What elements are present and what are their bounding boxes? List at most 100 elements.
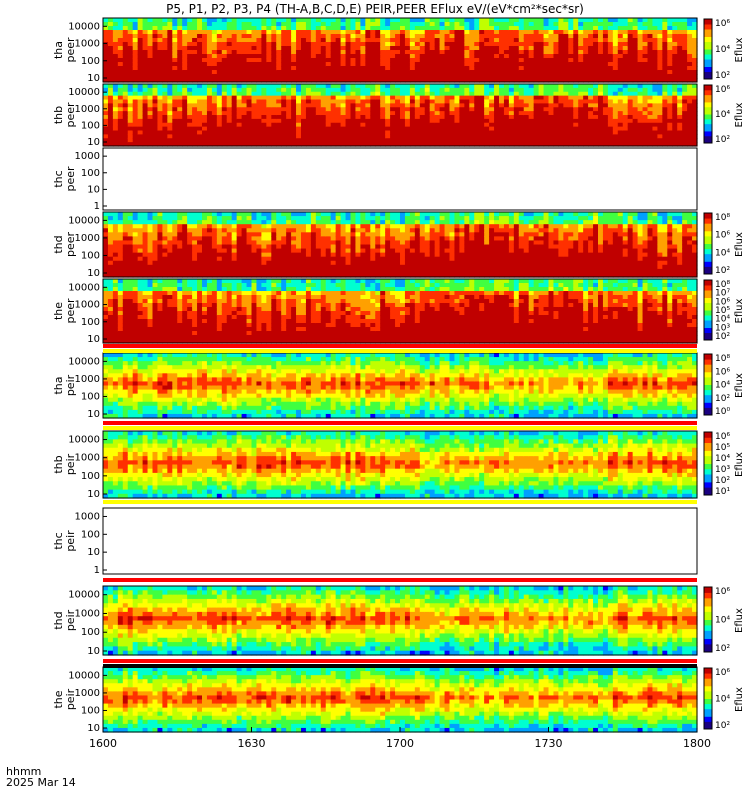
y-tick-label: 1000 xyxy=(75,151,100,162)
spectrogram-cell xyxy=(499,122,505,128)
spectrogram-cell xyxy=(543,58,550,63)
spectrogram-cell xyxy=(439,58,446,63)
spectrogram-cell xyxy=(127,34,134,39)
spectrogram-cell xyxy=(370,236,376,242)
spectrogram-cell xyxy=(340,38,347,43)
spectrogram-cell xyxy=(241,22,248,27)
spectrogram-cell xyxy=(226,134,233,139)
spectrogram-cell xyxy=(340,130,347,135)
spectrogram-cell xyxy=(221,272,228,278)
spectrogram-cell xyxy=(667,18,673,23)
spectrogram-cell xyxy=(380,122,386,128)
spectrogram-cell xyxy=(291,22,297,27)
spectrogram-cell xyxy=(246,58,253,63)
spectrogram-cell xyxy=(122,220,129,225)
spectrogram-cell xyxy=(127,216,134,221)
spectrogram-cell xyxy=(301,103,307,108)
spectrogram-cell xyxy=(508,42,515,47)
spectrogram-cell xyxy=(197,70,203,75)
spectrogram-cell xyxy=(241,95,248,101)
spectrogram-cell xyxy=(632,58,639,63)
spectrogram-cell xyxy=(647,111,654,116)
spectrogram-cell xyxy=(315,260,322,266)
spectrogram-cell xyxy=(350,272,357,278)
spectrogram-cell xyxy=(617,115,624,120)
spectrogram-cell xyxy=(459,22,465,27)
spectrogram-cell xyxy=(682,95,688,101)
spectrogram-cell xyxy=(231,260,238,266)
spectrogram-cell xyxy=(583,78,589,83)
spectrogram-cell xyxy=(286,216,292,221)
spectrogram-cell xyxy=(558,74,564,79)
spectrogram-cell xyxy=(276,78,282,83)
spectrogram-cell xyxy=(167,232,173,237)
spectrogram-cell xyxy=(370,54,376,59)
spectrogram-cell xyxy=(256,107,262,112)
spectrogram-cell xyxy=(325,236,332,242)
spectrogram-cell xyxy=(246,232,253,237)
spectrogram-cell xyxy=(103,103,109,108)
spectrogram-cell xyxy=(221,50,228,55)
spectrogram-cell xyxy=(494,126,500,132)
spectrogram-cell xyxy=(563,130,569,135)
spectrogram-cell xyxy=(231,91,238,97)
spectrogram-cell xyxy=(320,228,327,233)
spectrogram-cell xyxy=(187,220,193,225)
spectrogram-cell xyxy=(439,95,446,101)
spectrogram-cell xyxy=(409,87,416,93)
spectrogram-cell xyxy=(355,42,361,47)
spectrogram-cell xyxy=(692,54,698,59)
spectrogram-cell xyxy=(211,228,218,233)
spectrogram-cell xyxy=(598,118,604,124)
spectrogram-cell xyxy=(419,46,426,51)
spectrogram-cell xyxy=(226,87,233,93)
spectrogram-cell xyxy=(202,220,208,225)
spectrogram-cell xyxy=(424,78,431,83)
spectrogram-cell xyxy=(607,87,614,93)
spectrogram-cell xyxy=(276,99,282,104)
spectrogram-cell xyxy=(365,84,371,89)
spectrogram-cell xyxy=(652,74,658,79)
spectrogram-cell xyxy=(301,78,307,83)
spectrogram-cell xyxy=(296,84,302,89)
spectrogram-cell xyxy=(647,58,654,63)
spectrogram-cell xyxy=(602,115,609,120)
spectrogram-cell xyxy=(231,22,238,27)
spectrogram-cell xyxy=(206,228,213,233)
spectrogram-cell xyxy=(157,272,163,278)
spectrogram-cell xyxy=(588,74,594,79)
spectrogram-cell xyxy=(266,66,272,71)
spectrogram-cell xyxy=(503,130,510,135)
spectrogram-cell xyxy=(281,216,287,221)
spectrogram-cell xyxy=(286,236,292,242)
spectrogram-cell xyxy=(142,126,149,132)
spectrogram-cell xyxy=(241,256,248,262)
spectrogram-cell xyxy=(172,134,178,139)
spectrogram-cell xyxy=(499,142,505,147)
spectrogram-cell xyxy=(360,34,366,39)
panel-frame xyxy=(102,147,698,211)
spectrogram-cell xyxy=(226,30,233,35)
spectrogram-cell xyxy=(692,142,698,147)
spectrogram-cell xyxy=(330,268,337,274)
spectrogram-cell xyxy=(375,38,381,43)
spectrogram-cell xyxy=(202,95,208,101)
spectrogram-cell xyxy=(325,38,332,43)
spectrogram-cell xyxy=(266,95,272,101)
spectrogram-cell xyxy=(330,240,337,246)
spectrogram-cell xyxy=(345,54,352,59)
spectrogram-cell xyxy=(226,256,233,262)
spectrogram-cell xyxy=(404,66,411,71)
spectrogram-cell xyxy=(647,54,654,59)
spectrogram-cell xyxy=(226,107,233,112)
spectrogram-cell xyxy=(459,70,465,75)
spectrogram-cell xyxy=(325,224,332,229)
spectrogram-cell xyxy=(632,115,639,120)
spectrogram-cell xyxy=(499,22,505,27)
spectrogram-cell xyxy=(424,236,431,242)
spectrogram-cell xyxy=(206,87,213,93)
spectrogram-cell xyxy=(192,228,198,233)
spectrogram-cell xyxy=(221,228,228,233)
spectrogram-cell xyxy=(132,130,139,135)
spectrogram-cell xyxy=(682,122,688,128)
